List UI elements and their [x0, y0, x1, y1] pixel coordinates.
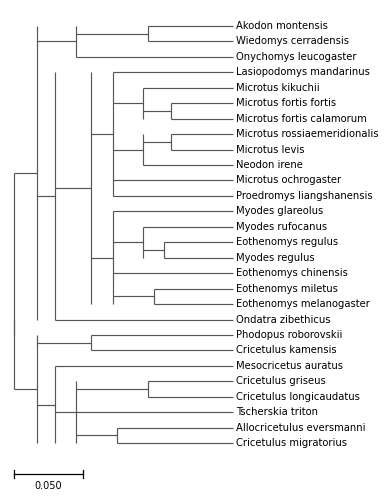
Text: Eothenomys regulus: Eothenomys regulus — [236, 238, 338, 248]
Text: Eothenomys miletus: Eothenomys miletus — [236, 284, 338, 294]
Text: Cricetulus griseus: Cricetulus griseus — [236, 376, 326, 386]
Text: Myodes regulus: Myodes regulus — [236, 252, 314, 262]
Text: Allocricetulus eversmanni: Allocricetulus eversmanni — [236, 422, 365, 432]
Text: Wiedomys cerradensis: Wiedomys cerradensis — [236, 36, 349, 46]
Text: Microtus rossiaemeridionalis: Microtus rossiaemeridionalis — [236, 129, 378, 139]
Text: 0.050: 0.050 — [34, 481, 62, 491]
Text: Myodes glareolus: Myodes glareolus — [236, 206, 323, 216]
Text: Microtus fortis calamorum: Microtus fortis calamorum — [236, 114, 366, 124]
Text: Phodopus roborovskii: Phodopus roborovskii — [236, 330, 342, 340]
Text: Microtus levis: Microtus levis — [236, 144, 304, 154]
Text: Cricetulus migratorius: Cricetulus migratorius — [236, 438, 347, 448]
Text: Proedromys liangshanensis: Proedromys liangshanensis — [236, 191, 372, 201]
Text: Microtus ochrogaster: Microtus ochrogaster — [236, 176, 341, 186]
Text: Akodon montensis: Akodon montensis — [236, 21, 328, 31]
Text: Neodon irene: Neodon irene — [236, 160, 303, 170]
Text: Lasiopodomys mandarinus: Lasiopodomys mandarinus — [236, 68, 370, 78]
Text: Eothenomys chinensis: Eothenomys chinensis — [236, 268, 347, 278]
Text: Mesocricetus auratus: Mesocricetus auratus — [236, 361, 343, 371]
Text: Eothenomys melanogaster: Eothenomys melanogaster — [236, 299, 370, 309]
Text: Tscherskia triton: Tscherskia triton — [236, 407, 318, 417]
Text: Cricetulus kamensis: Cricetulus kamensis — [236, 346, 336, 356]
Text: Ondatra zibethicus: Ondatra zibethicus — [236, 314, 330, 324]
Text: Myodes rufocanus: Myodes rufocanus — [236, 222, 327, 232]
Text: Onychomys leucogaster: Onychomys leucogaster — [236, 52, 356, 62]
Text: Cricetulus longicaudatus: Cricetulus longicaudatus — [236, 392, 359, 402]
Text: Microtus fortis fortis: Microtus fortis fortis — [236, 98, 336, 108]
Text: Microtus kikuchii: Microtus kikuchii — [236, 83, 319, 93]
